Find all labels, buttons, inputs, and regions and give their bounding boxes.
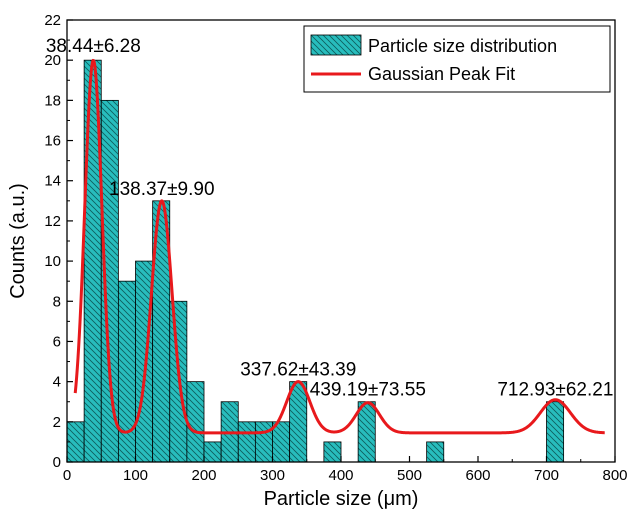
x-tick-label: 100 (123, 467, 148, 484)
x-tick-label: 200 (191, 467, 216, 484)
histogram-bar (323, 441, 342, 463)
y-tick-label: 0 (53, 454, 61, 471)
histogram-bar (117, 280, 136, 463)
y-tick-label: 22 (44, 12, 61, 29)
x-tick-label: 0 (63, 467, 71, 484)
y-tick-label: 2 (53, 414, 61, 431)
y-tick-label: 14 (44, 173, 61, 190)
legend-label-distribution: Particle size distribution (368, 36, 557, 56)
y-tick-label: 20 (44, 52, 61, 69)
x-axis-title: Particle size (μm) (264, 488, 419, 510)
y-tick-label: 16 (44, 133, 61, 150)
histogram-bar (357, 401, 376, 463)
legend-swatch-distribution (310, 34, 362, 56)
histogram-bar (237, 421, 256, 463)
peak-annotation: 439.19±73.55 (310, 380, 426, 401)
y-axis-title: Counts (a.u.) (7, 183, 29, 299)
x-tick-label: 500 (397, 467, 422, 484)
x-tick-label: 600 (465, 467, 490, 484)
x-tick-label: 800 (602, 467, 627, 484)
x-tick-label: 700 (534, 467, 559, 484)
y-tick-label: 6 (53, 333, 61, 350)
x-axis-ticks: 0 100 200 300 400 500 600 700 800 (63, 456, 628, 484)
y-tick-label: 18 (44, 92, 61, 109)
legend: Particle size distribution Gaussian Peak… (303, 25, 611, 93)
y-tick-label: 12 (44, 213, 61, 230)
y-tick-label: 10 (44, 253, 61, 270)
peak-annotation: 138.37±9.90 (109, 179, 215, 200)
histogram-bar (135, 260, 154, 463)
y-axis-ticks: 0 2 4 6 8 10 12 14 16 18 20 22 (44, 12, 73, 471)
peak-annotation: 337.62±43.39 (240, 360, 356, 381)
gaussian-fit-line (73, 58, 606, 435)
histogram-bar (186, 381, 205, 463)
histogram-bar (203, 441, 222, 463)
gaussian-fit-group (73, 58, 606, 435)
histogram-bar (289, 381, 308, 463)
peak-annotations: 38.44±6.28 138.37±9.90 337.62±43.39439.19±… (46, 36, 614, 401)
x-tick-label: 400 (328, 467, 353, 484)
histogram-bar (546, 401, 565, 463)
legend-label-fit: Gaussian Peak Fit (368, 64, 515, 84)
peak-annotation: 712.93±62.21 (497, 380, 613, 401)
x-tick-label: 300 (260, 467, 285, 484)
y-tick-label: 4 (53, 374, 61, 391)
peak-annotation: 38.44±6.28 (46, 36, 141, 57)
y-tick-label: 8 (53, 293, 61, 310)
histogram-bar (426, 441, 445, 463)
histogram-bar (254, 421, 273, 463)
